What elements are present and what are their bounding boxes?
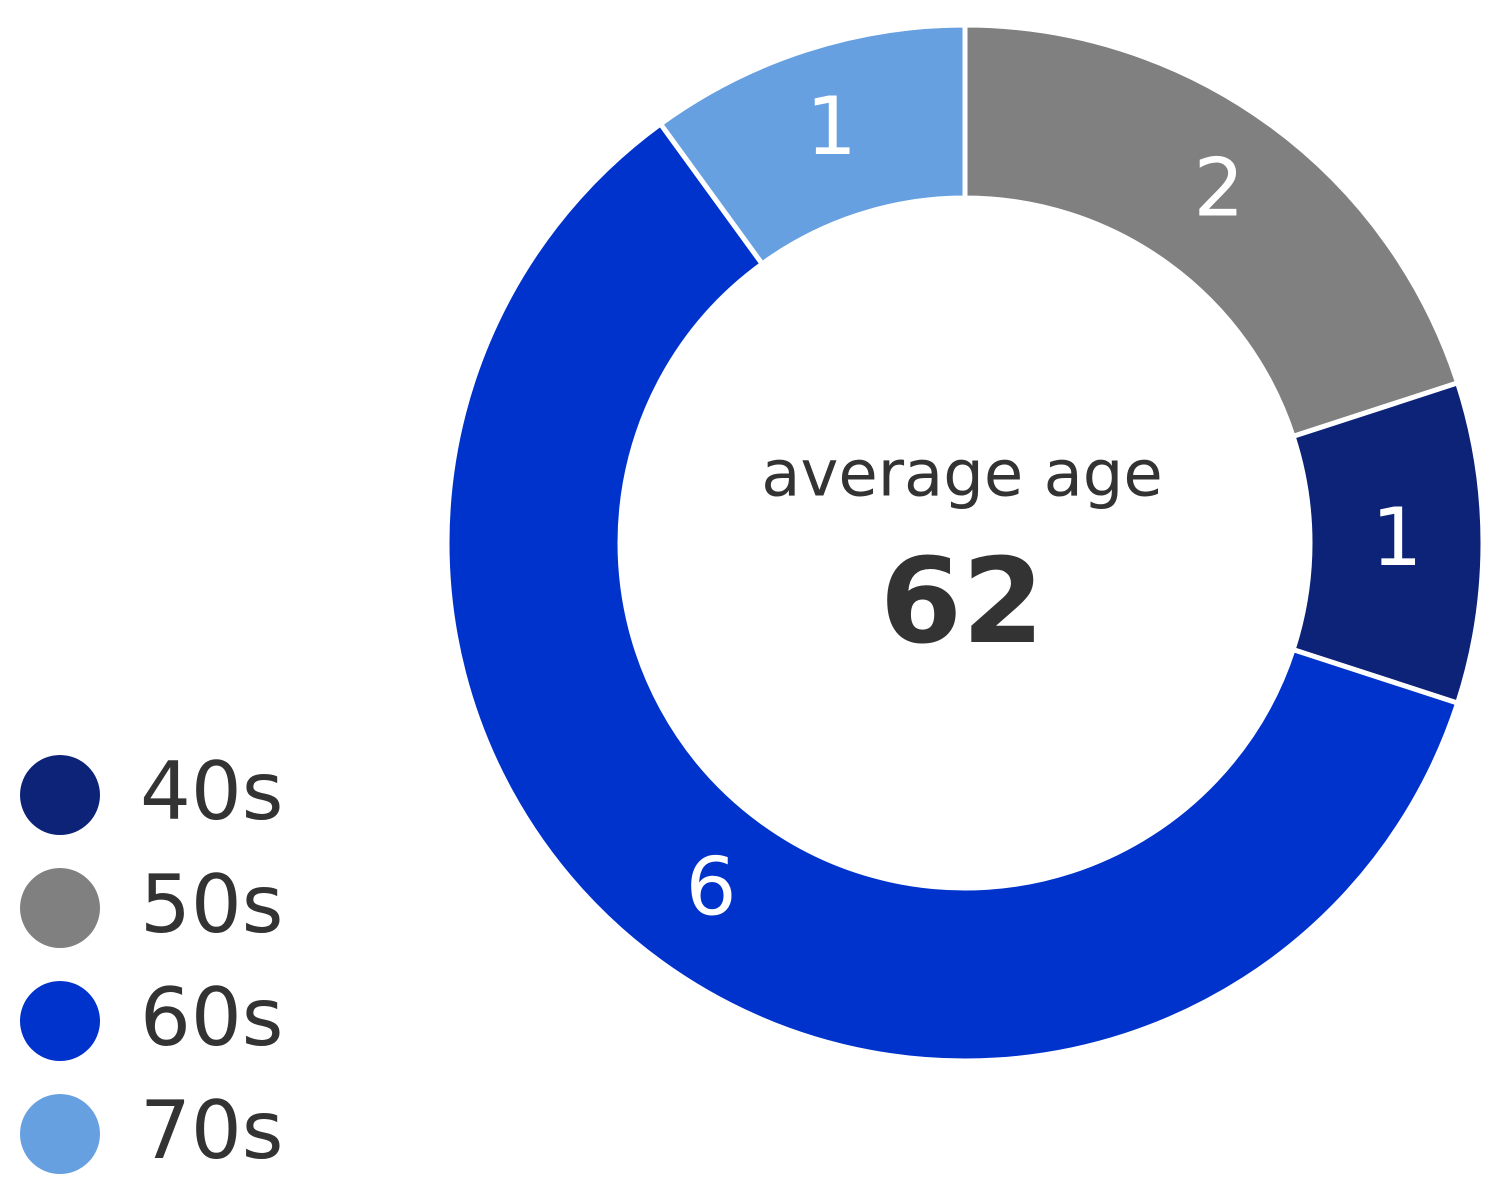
donut-segment xyxy=(962,22,1461,440)
segment-label: 1 xyxy=(1372,491,1423,584)
segment-label: 2 xyxy=(1193,141,1244,234)
legend-swatch xyxy=(20,755,100,835)
legend-swatch xyxy=(20,868,100,948)
segment-label: 6 xyxy=(686,840,737,933)
center-label: average age xyxy=(761,438,1163,512)
segment-label: 1 xyxy=(806,80,857,173)
donut-segment xyxy=(657,22,968,268)
center-value: 62 xyxy=(880,532,1044,670)
legend-swatch xyxy=(20,1094,100,1174)
legend-label: 70s xyxy=(140,1084,283,1177)
legend-label: 40s xyxy=(140,745,283,838)
legend-label: 50s xyxy=(140,858,283,951)
legend-swatch xyxy=(20,981,100,1061)
donut-segment xyxy=(444,120,1461,1064)
legend-label: 60s xyxy=(140,971,283,1064)
